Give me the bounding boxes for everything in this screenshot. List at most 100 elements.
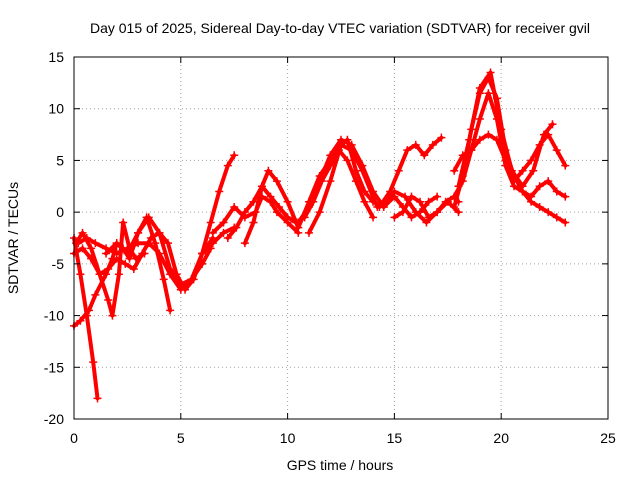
data-point-marker <box>486 68 495 77</box>
y-tick-label: 10 <box>48 101 64 117</box>
data-point-marker <box>475 84 484 93</box>
data-point-marker <box>369 213 378 222</box>
data-point-marker <box>337 140 345 149</box>
data-point-marker <box>433 208 442 217</box>
data-point-marker <box>89 358 98 367</box>
data-point-marker <box>326 177 335 186</box>
data-point-marker <box>294 218 303 227</box>
data-point-marker <box>375 202 384 211</box>
data-point-marker <box>407 213 416 222</box>
data-point-marker <box>266 192 275 201</box>
series-sat-r <box>454 68 557 191</box>
data-point-marker <box>146 234 155 242</box>
y-tick-label: 0 <box>56 204 64 220</box>
data-point-marker <box>424 213 433 222</box>
data-point-marker <box>208 239 217 248</box>
data-point-marker <box>144 213 153 222</box>
data-point-marker <box>450 166 459 175</box>
data-point-marker <box>497 125 506 134</box>
data-point-marker <box>450 192 459 201</box>
data-point-marker <box>561 161 570 170</box>
data-point-marker <box>351 166 360 175</box>
data-point-marker <box>123 249 132 258</box>
x-tick-label: 25 <box>600 430 616 446</box>
data-point-marker <box>437 133 446 142</box>
data-point-marker <box>411 208 420 217</box>
data-point-marker <box>403 146 412 155</box>
y-axis-label: SDTVAR / TECUs <box>5 182 21 294</box>
data-point-marker <box>411 140 420 149</box>
data-point-marker <box>219 218 228 227</box>
y-tick-label: 15 <box>48 49 64 65</box>
data-point-marker <box>198 249 207 258</box>
data-point-marker <box>561 218 570 227</box>
data-point-marker <box>407 192 416 201</box>
data-point-marker <box>552 213 561 222</box>
data-point-marker <box>475 115 484 124</box>
series-sat-m <box>375 133 446 211</box>
data-point-marker <box>475 135 484 144</box>
data-point-marker <box>104 265 113 274</box>
data-point-marker <box>240 208 249 217</box>
x-tick-label: 20 <box>493 430 509 446</box>
data-point-marker <box>134 228 143 237</box>
data-point-marker <box>108 311 117 320</box>
data-point-marker <box>102 249 111 258</box>
data-point-marker <box>87 244 96 253</box>
x-tick-label: 15 <box>387 430 403 446</box>
data-point-marker <box>219 228 228 237</box>
data-point-marker <box>91 239 100 248</box>
series-line <box>456 70 555 189</box>
data-point-marker <box>249 218 258 227</box>
data-point-marker <box>420 151 429 160</box>
data-point-marker <box>433 192 442 201</box>
data-point-marker <box>187 275 196 284</box>
data-point-marker <box>304 202 313 211</box>
data-point-marker <box>484 130 493 139</box>
data-point-marker <box>529 166 538 175</box>
data-point-marker <box>454 208 463 217</box>
data-point-marker <box>129 265 138 274</box>
data-point-marker <box>394 166 403 175</box>
data-point-marker <box>518 182 527 191</box>
y-tick-label: -20 <box>44 411 64 427</box>
x-tick-label: 10 <box>280 430 296 446</box>
data-point-marker <box>454 182 463 191</box>
data-point-marker <box>548 120 557 129</box>
data-point-marker <box>76 270 85 279</box>
data-point-marker <box>78 228 87 237</box>
data-point-marker <box>232 223 241 232</box>
data-point-marker <box>155 249 164 258</box>
data-point-marker <box>114 270 123 279</box>
data-point-marker <box>112 249 121 258</box>
data-point-marker <box>223 234 232 242</box>
y-tick-label: -5 <box>52 256 65 272</box>
series-sat-g <box>198 151 239 258</box>
data-point-marker <box>450 202 459 211</box>
data-point-marker <box>535 182 544 191</box>
data-point-marker <box>166 265 175 274</box>
data-point-marker <box>215 187 224 196</box>
data-point-marker <box>315 177 324 186</box>
data-point-marker <box>206 218 215 227</box>
data-point-marker <box>272 177 281 186</box>
data-point-marker <box>134 239 143 248</box>
y-tick-label: -10 <box>44 308 64 324</box>
data-point-marker <box>360 187 369 196</box>
data-point-marker <box>535 202 544 211</box>
data-point-marker <box>275 202 284 211</box>
data-series-group <box>70 68 570 403</box>
data-point-marker <box>283 213 292 222</box>
y-tick-label: 5 <box>56 152 64 168</box>
data-point-marker <box>91 290 100 299</box>
series-sat-f <box>102 213 239 289</box>
data-point-marker <box>87 254 96 263</box>
data-point-marker <box>144 239 153 248</box>
data-point-marker <box>155 228 164 237</box>
data-point-marker <box>264 166 273 175</box>
data-point-marker <box>176 280 185 289</box>
data-point-marker <box>163 239 172 248</box>
series-line <box>377 135 444 209</box>
data-point-marker <box>422 218 431 227</box>
data-point-marker <box>552 146 561 155</box>
